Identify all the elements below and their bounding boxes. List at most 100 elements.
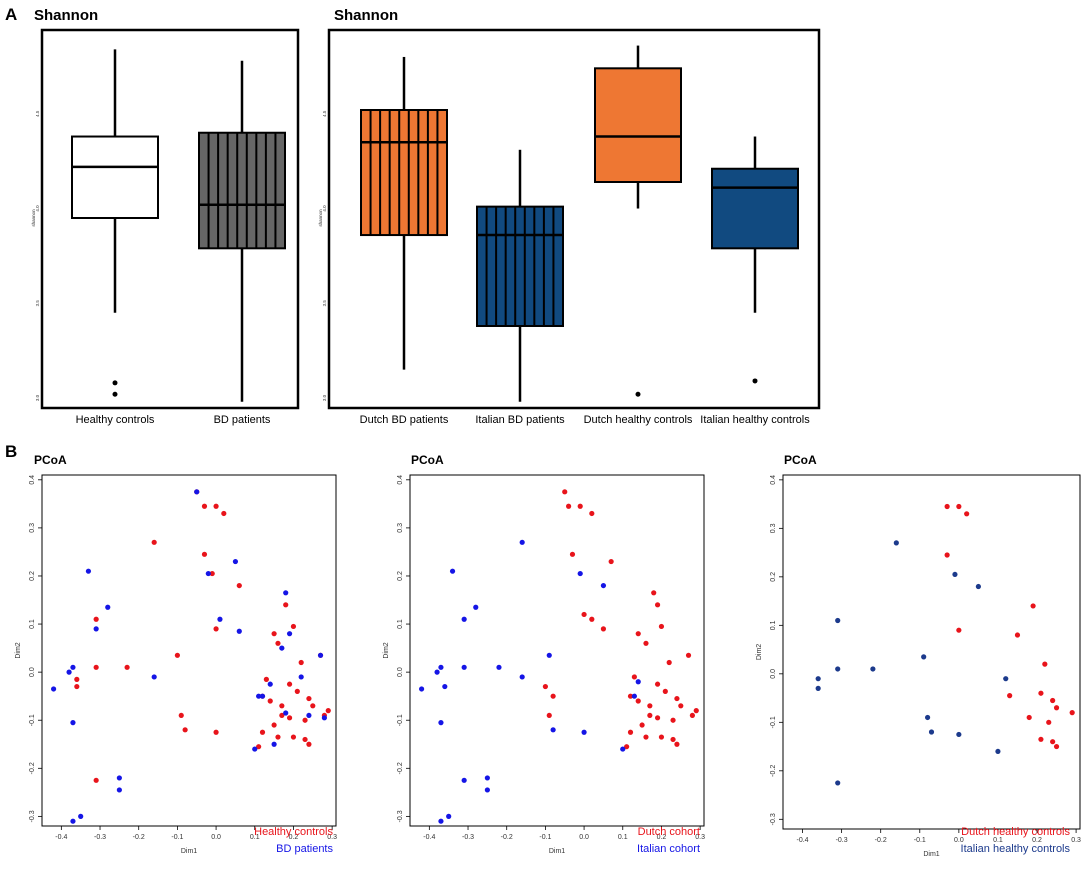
- data-point: [283, 710, 289, 716]
- chart-title: PCoA: [34, 453, 67, 467]
- data-point: [1030, 603, 1036, 609]
- data-point: [620, 746, 626, 752]
- data-point: [893, 540, 899, 546]
- data-point: [1050, 739, 1056, 745]
- data-point: [562, 489, 568, 495]
- chart-title: Shannon: [334, 7, 398, 24]
- data-point: [995, 748, 1001, 755]
- y-tick-label: 0.3: [770, 523, 777, 533]
- x-tick-label: 0.3: [327, 834, 337, 841]
- data-point: [647, 703, 653, 709]
- data-point: [70, 818, 76, 824]
- chart-title: PCoA: [784, 453, 817, 467]
- box-dutch-healthy-controls: [594, 45, 682, 397]
- data-point: [674, 741, 680, 747]
- y-tick-label: 3.0: [322, 394, 327, 401]
- legend-entry: Italian healthy controls: [961, 843, 1071, 855]
- legend-entry: Healthy controls: [254, 826, 333, 838]
- data-point: [519, 539, 525, 545]
- x-tick-label: -0.2: [133, 834, 145, 841]
- data-point: [924, 714, 931, 721]
- data-point: [321, 715, 327, 721]
- data-point: [631, 693, 637, 699]
- data-point: [298, 659, 304, 666]
- y-tick-label: 0.3: [397, 523, 404, 533]
- data-point: [658, 734, 665, 740]
- series-italian-cohort: [419, 539, 641, 824]
- x-axis-label: Dim1: [549, 848, 565, 855]
- data-point: [298, 674, 304, 680]
- data-point: [70, 664, 76, 670]
- data-point: [835, 617, 841, 624]
- data-point: [693, 708, 699, 714]
- data-point: [283, 590, 289, 596]
- series-dutch-healthy-controls: [944, 503, 1075, 750]
- data-point: [306, 741, 312, 747]
- data-point: [654, 715, 661, 721]
- data-point: [542, 683, 548, 690]
- data-point: [835, 780, 841, 786]
- data-point: [194, 489, 200, 495]
- data-point: [93, 616, 99, 622]
- data-point: [256, 744, 262, 750]
- x-tick-label: 0.1: [618, 834, 628, 841]
- y-tick-label: 0.1: [29, 619, 36, 629]
- data-point: [678, 703, 684, 709]
- data-point: [290, 734, 297, 740]
- data-point: [496, 664, 502, 670]
- data-point: [550, 693, 556, 699]
- y-tick-label: -0.2: [770, 765, 777, 777]
- data-point: [635, 679, 641, 685]
- y-tick-label: 0.1: [770, 620, 777, 630]
- data-point: [647, 712, 653, 719]
- data-point: [546, 652, 552, 658]
- data-point: [271, 722, 277, 728]
- box-body: [360, 109, 448, 237]
- data-point: [835, 666, 841, 672]
- data-point: [627, 729, 634, 735]
- data-point: [209, 570, 215, 577]
- x-tick-label: 0.1: [993, 837, 1003, 844]
- y-tick-label: 3.5: [35, 300, 40, 307]
- data-point: [302, 736, 308, 743]
- data-point: [1026, 714, 1032, 721]
- series-bd-patients: [51, 489, 327, 824]
- x-tick-label: 0.2: [289, 834, 299, 841]
- data-point: [1007, 693, 1013, 699]
- box-healthy-controls: [71, 49, 159, 397]
- y-tick-label: 0.3: [29, 523, 36, 533]
- box-bd-patients: [198, 60, 286, 402]
- x-tick-label: 0.0: [954, 837, 964, 844]
- data-point: [956, 503, 962, 510]
- data-point: [252, 746, 258, 752]
- data-point: [151, 539, 157, 545]
- data-point: [670, 717, 676, 723]
- y-tick-label: 4.0: [35, 205, 40, 212]
- box-body: [71, 135, 159, 220]
- outlier-point: [112, 380, 118, 386]
- outlier-point: [112, 391, 118, 397]
- data-point: [577, 503, 583, 509]
- panel-label-b: B: [5, 442, 17, 461]
- data-point: [201, 551, 208, 557]
- x-tick-label: -0.4: [423, 834, 435, 841]
- data-point: [519, 674, 525, 680]
- data-point: [279, 712, 285, 719]
- data-point: [317, 652, 324, 658]
- data-point: [221, 510, 227, 517]
- data-point: [624, 744, 630, 750]
- y-tick-label: 0.1: [397, 619, 404, 629]
- charts-layer: Shannon 3.0 3.5 4.0 4.5 shannon Healthy contro…: [15, 7, 1081, 858]
- data-point: [74, 683, 80, 690]
- box-body: [198, 131, 286, 250]
- data-point: [944, 503, 950, 510]
- data-point: [283, 602, 289, 608]
- legend-entry: Italian cohort: [637, 843, 700, 855]
- y-tick-label: -0.1: [29, 714, 36, 726]
- data-point: [205, 570, 211, 577]
- data-point: [484, 787, 490, 793]
- y-tick-label: 0.4: [29, 475, 36, 485]
- data-point: [51, 686, 57, 692]
- data-point: [259, 729, 266, 735]
